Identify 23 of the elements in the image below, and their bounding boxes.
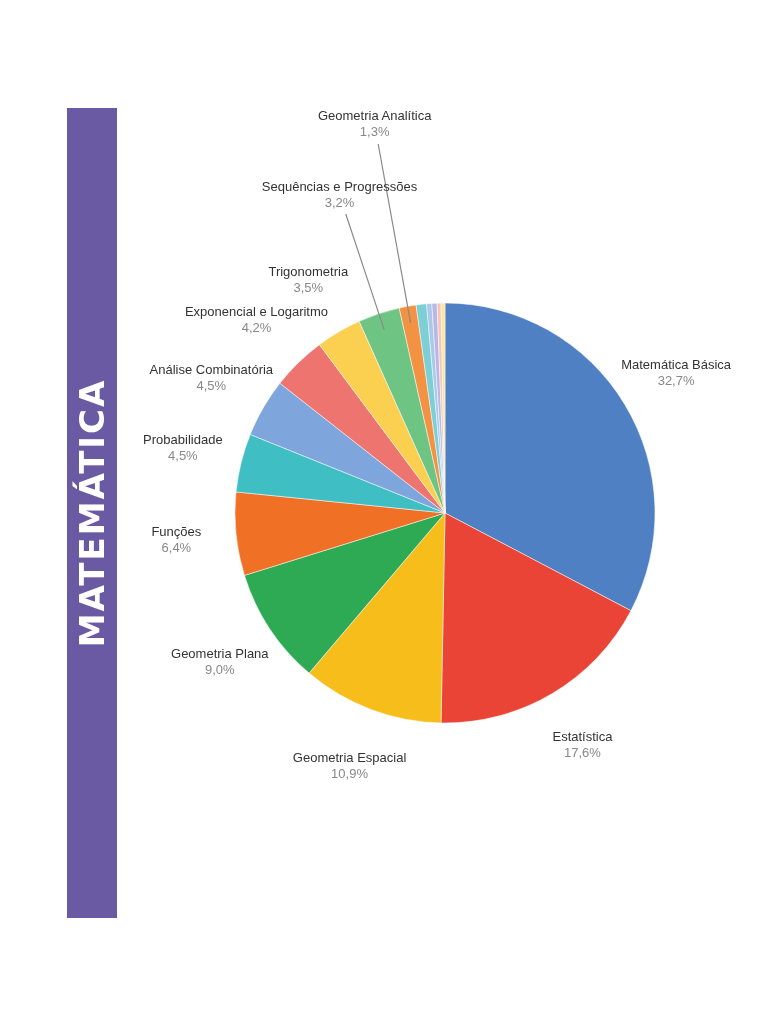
data-label: 9,0%: [204, 661, 236, 677]
data-label: 10,9%: [331, 765, 369, 781]
data-label: 4,5%: [168, 448, 199, 464]
data-label: 3,5%: [293, 280, 324, 296]
data-label: 17,6%: [564, 745, 602, 761]
slice-label: Trigonometria: [268, 264, 349, 280]
slice-label: Funções: [151, 524, 202, 540]
slice-label: Análise Combinatória: [149, 361, 274, 377]
slice-label: Geometria Analítica: [317, 108, 433, 124]
data-label: 4,5%: [196, 377, 227, 393]
slice-label: Estatística: [552, 729, 614, 745]
data-label: 6,4%: [161, 540, 192, 556]
data-label: 32,7%: [657, 373, 695, 389]
slice-label: Matemática Básica: [621, 357, 732, 373]
data-label: 3,2%: [324, 195, 355, 211]
data-label: 4,2%: [241, 319, 272, 335]
slice-label: Probabilidade: [143, 432, 223, 448]
slice-label: Geometria Espacial: [292, 749, 407, 765]
slice-label: Sequências e Progressões: [261, 179, 418, 195]
slice-label: Geometria Plana: [171, 645, 270, 661]
text: MATEMÁTICA: [72, 378, 112, 648]
slice-label: Exponencial e Logaritmo: [184, 303, 329, 319]
data-label: 1,3%: [359, 124, 390, 140]
